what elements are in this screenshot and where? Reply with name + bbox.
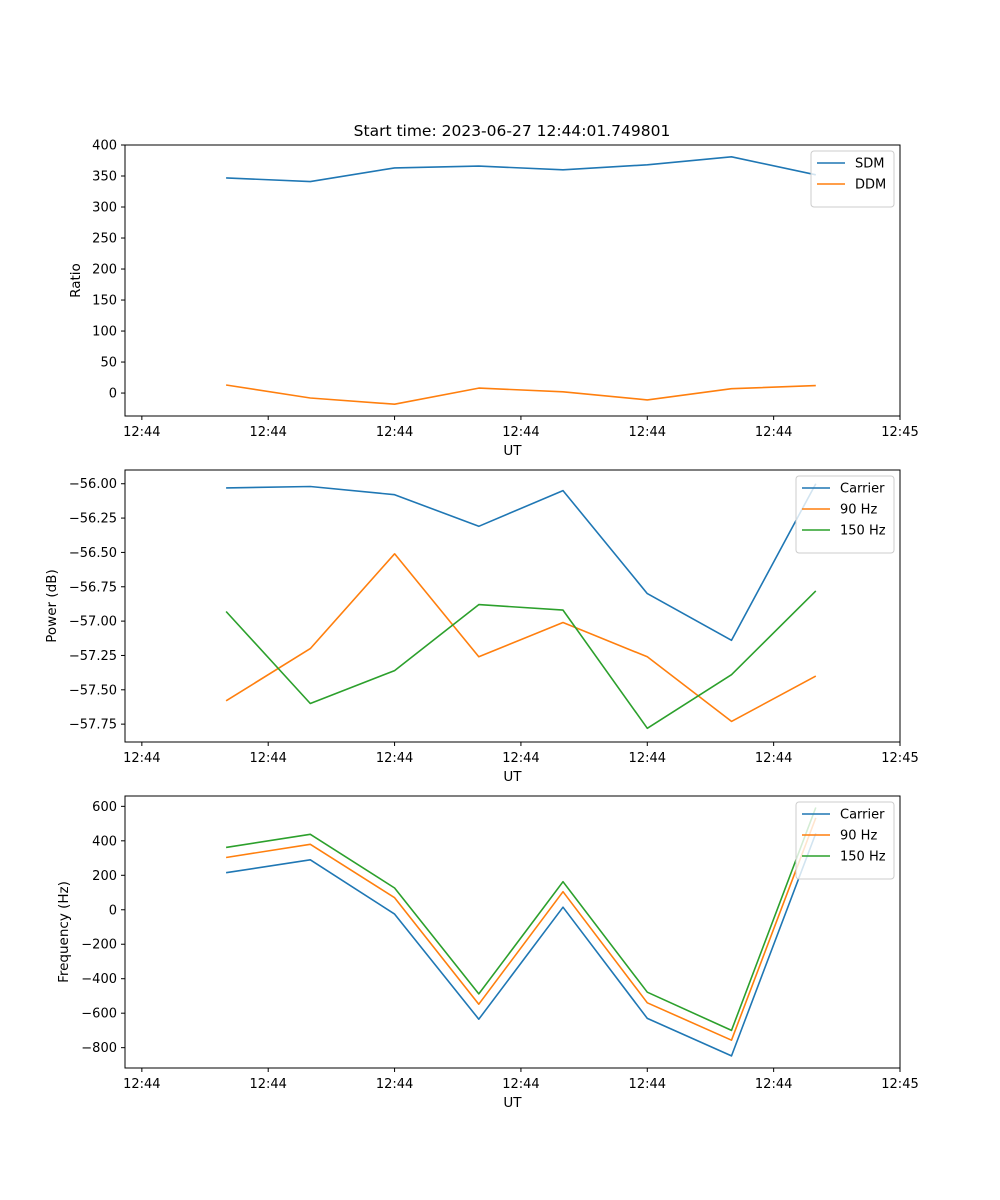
chart-title: Start time: 2023-06-27 12:44:01.749801 xyxy=(354,122,671,140)
y-tick-label: 0 xyxy=(109,387,117,402)
series-line-90-hz xyxy=(225,552,817,723)
y-tick-label: −57.75 xyxy=(69,718,117,733)
y-tick-label: −600 xyxy=(81,1007,117,1022)
x-tick-label: 12:44 xyxy=(629,1077,666,1092)
chart-panel-3: 12:44 12:44 12:44 12:44 12:44 12:44 12:45 600 40… xyxy=(56,795,919,1111)
x-tick-label: 12:44 xyxy=(123,425,160,440)
legend-box xyxy=(795,801,895,880)
x-tick-label: 12:44 xyxy=(629,751,666,766)
x-tick-label: 12:44 xyxy=(502,1077,539,1092)
x-tick-label: 12:44 xyxy=(249,751,286,766)
x-tick-label: 12:44 xyxy=(755,751,792,766)
x-tick-label: 12:44 xyxy=(755,1077,792,1092)
y-tick-label: 200 xyxy=(92,263,117,278)
axes-frame xyxy=(124,795,901,1069)
series-line-sdm xyxy=(226,156,816,183)
x-axis-label: UT xyxy=(503,1095,522,1111)
y-tick-label: 50 xyxy=(100,356,117,371)
y-tick-label: −800 xyxy=(81,1041,117,1056)
y-tick-label: 200 xyxy=(92,869,117,884)
y-tick-label: −57.25 xyxy=(69,649,117,664)
series-line-carrier xyxy=(225,833,817,1057)
legend-label: 90 Hz xyxy=(840,829,877,844)
y-tick-label: 400 xyxy=(92,834,117,849)
axes-frame xyxy=(124,469,901,743)
x-tick-label: 12:44 xyxy=(123,1077,160,1092)
y-tick-label: −200 xyxy=(81,938,117,953)
legend-label: 90 Hz xyxy=(840,503,877,518)
chart-panel-1: 12:44 12:44 12:44 12:44 12:44 12:44 12:45 0 50 10… xyxy=(68,139,919,460)
legend-box xyxy=(810,150,895,208)
charts-group: 12:44 12:44 12:44 12:44 12:44 12:44 12:45 0 50 10… xyxy=(44,139,919,1112)
x-tick-label: 12:44 xyxy=(249,1077,286,1092)
series-line-ddm xyxy=(225,384,816,406)
y-tick-label: −400 xyxy=(81,972,117,987)
x-axis-label: UT xyxy=(503,443,522,459)
x-tick-label: 12:44 xyxy=(376,1077,413,1092)
y-tick-label: 150 xyxy=(92,294,117,309)
y-tick-label: −56.50 xyxy=(69,546,117,561)
x-tick-label: 12:44 xyxy=(376,751,413,766)
y-tick-label: 0 xyxy=(109,903,117,918)
x-tick-label: 12:44 xyxy=(123,751,160,766)
legend-label: Carrier xyxy=(840,808,885,823)
x-tick-label: 12:45 xyxy=(881,1077,918,1092)
axes-frame xyxy=(124,144,901,417)
x-tick-label: 12:44 xyxy=(755,425,792,440)
legend-label: 150 Hz xyxy=(840,850,886,865)
series-line-150-hz xyxy=(225,590,817,730)
y-axis-label: Ratio xyxy=(68,263,84,298)
x-tick-label: 12:44 xyxy=(629,425,666,440)
legend-label: Carrier xyxy=(840,482,885,497)
x-tick-label: 12:44 xyxy=(249,425,286,440)
legend-label: SDM xyxy=(855,157,884,172)
y-tick-label: −56.75 xyxy=(69,580,117,595)
y-tick-label: −57.00 xyxy=(69,615,117,630)
y-tick-label: 100 xyxy=(92,325,117,340)
legend-box xyxy=(795,475,895,554)
x-tick-label: 12:45 xyxy=(881,751,918,766)
x-tick-label: 12:44 xyxy=(502,751,539,766)
legend: SDM DDM xyxy=(810,150,895,208)
y-tick-label: 600 xyxy=(92,800,117,815)
y-axis-label: Power (dB) xyxy=(44,569,60,642)
series-line-150-hz xyxy=(225,807,817,1032)
y-tick-label: 300 xyxy=(92,201,117,216)
x-tick-label: 12:44 xyxy=(502,425,539,440)
legend: Carrier 90 Hz 150 Hz xyxy=(795,801,895,880)
y-axis-label: Frequency (Hz) xyxy=(56,881,72,983)
chart-panel-2: 12:44 12:44 12:44 12:44 12:44 12:44 12:45 −56.0… xyxy=(44,469,919,785)
y-tick-label: −56.25 xyxy=(69,512,117,527)
x-tick-label: 12:45 xyxy=(881,425,918,440)
x-axis-label: UT xyxy=(503,769,522,785)
y-tick-label: −57.50 xyxy=(69,683,117,698)
series-line-90-hz xyxy=(225,817,817,1041)
series-line-carrier xyxy=(226,483,817,642)
y-tick-label: 350 xyxy=(92,170,117,185)
y-tick-label: 400 xyxy=(92,139,117,154)
x-tick-label: 12:44 xyxy=(376,425,413,440)
legend-label: DDM xyxy=(855,178,886,193)
y-tick-label: 250 xyxy=(92,232,117,247)
legend: Carrier 90 Hz 150 Hz xyxy=(795,475,895,554)
legend-label: 150 Hz xyxy=(840,524,886,539)
y-tick-label: −56.00 xyxy=(69,477,117,492)
